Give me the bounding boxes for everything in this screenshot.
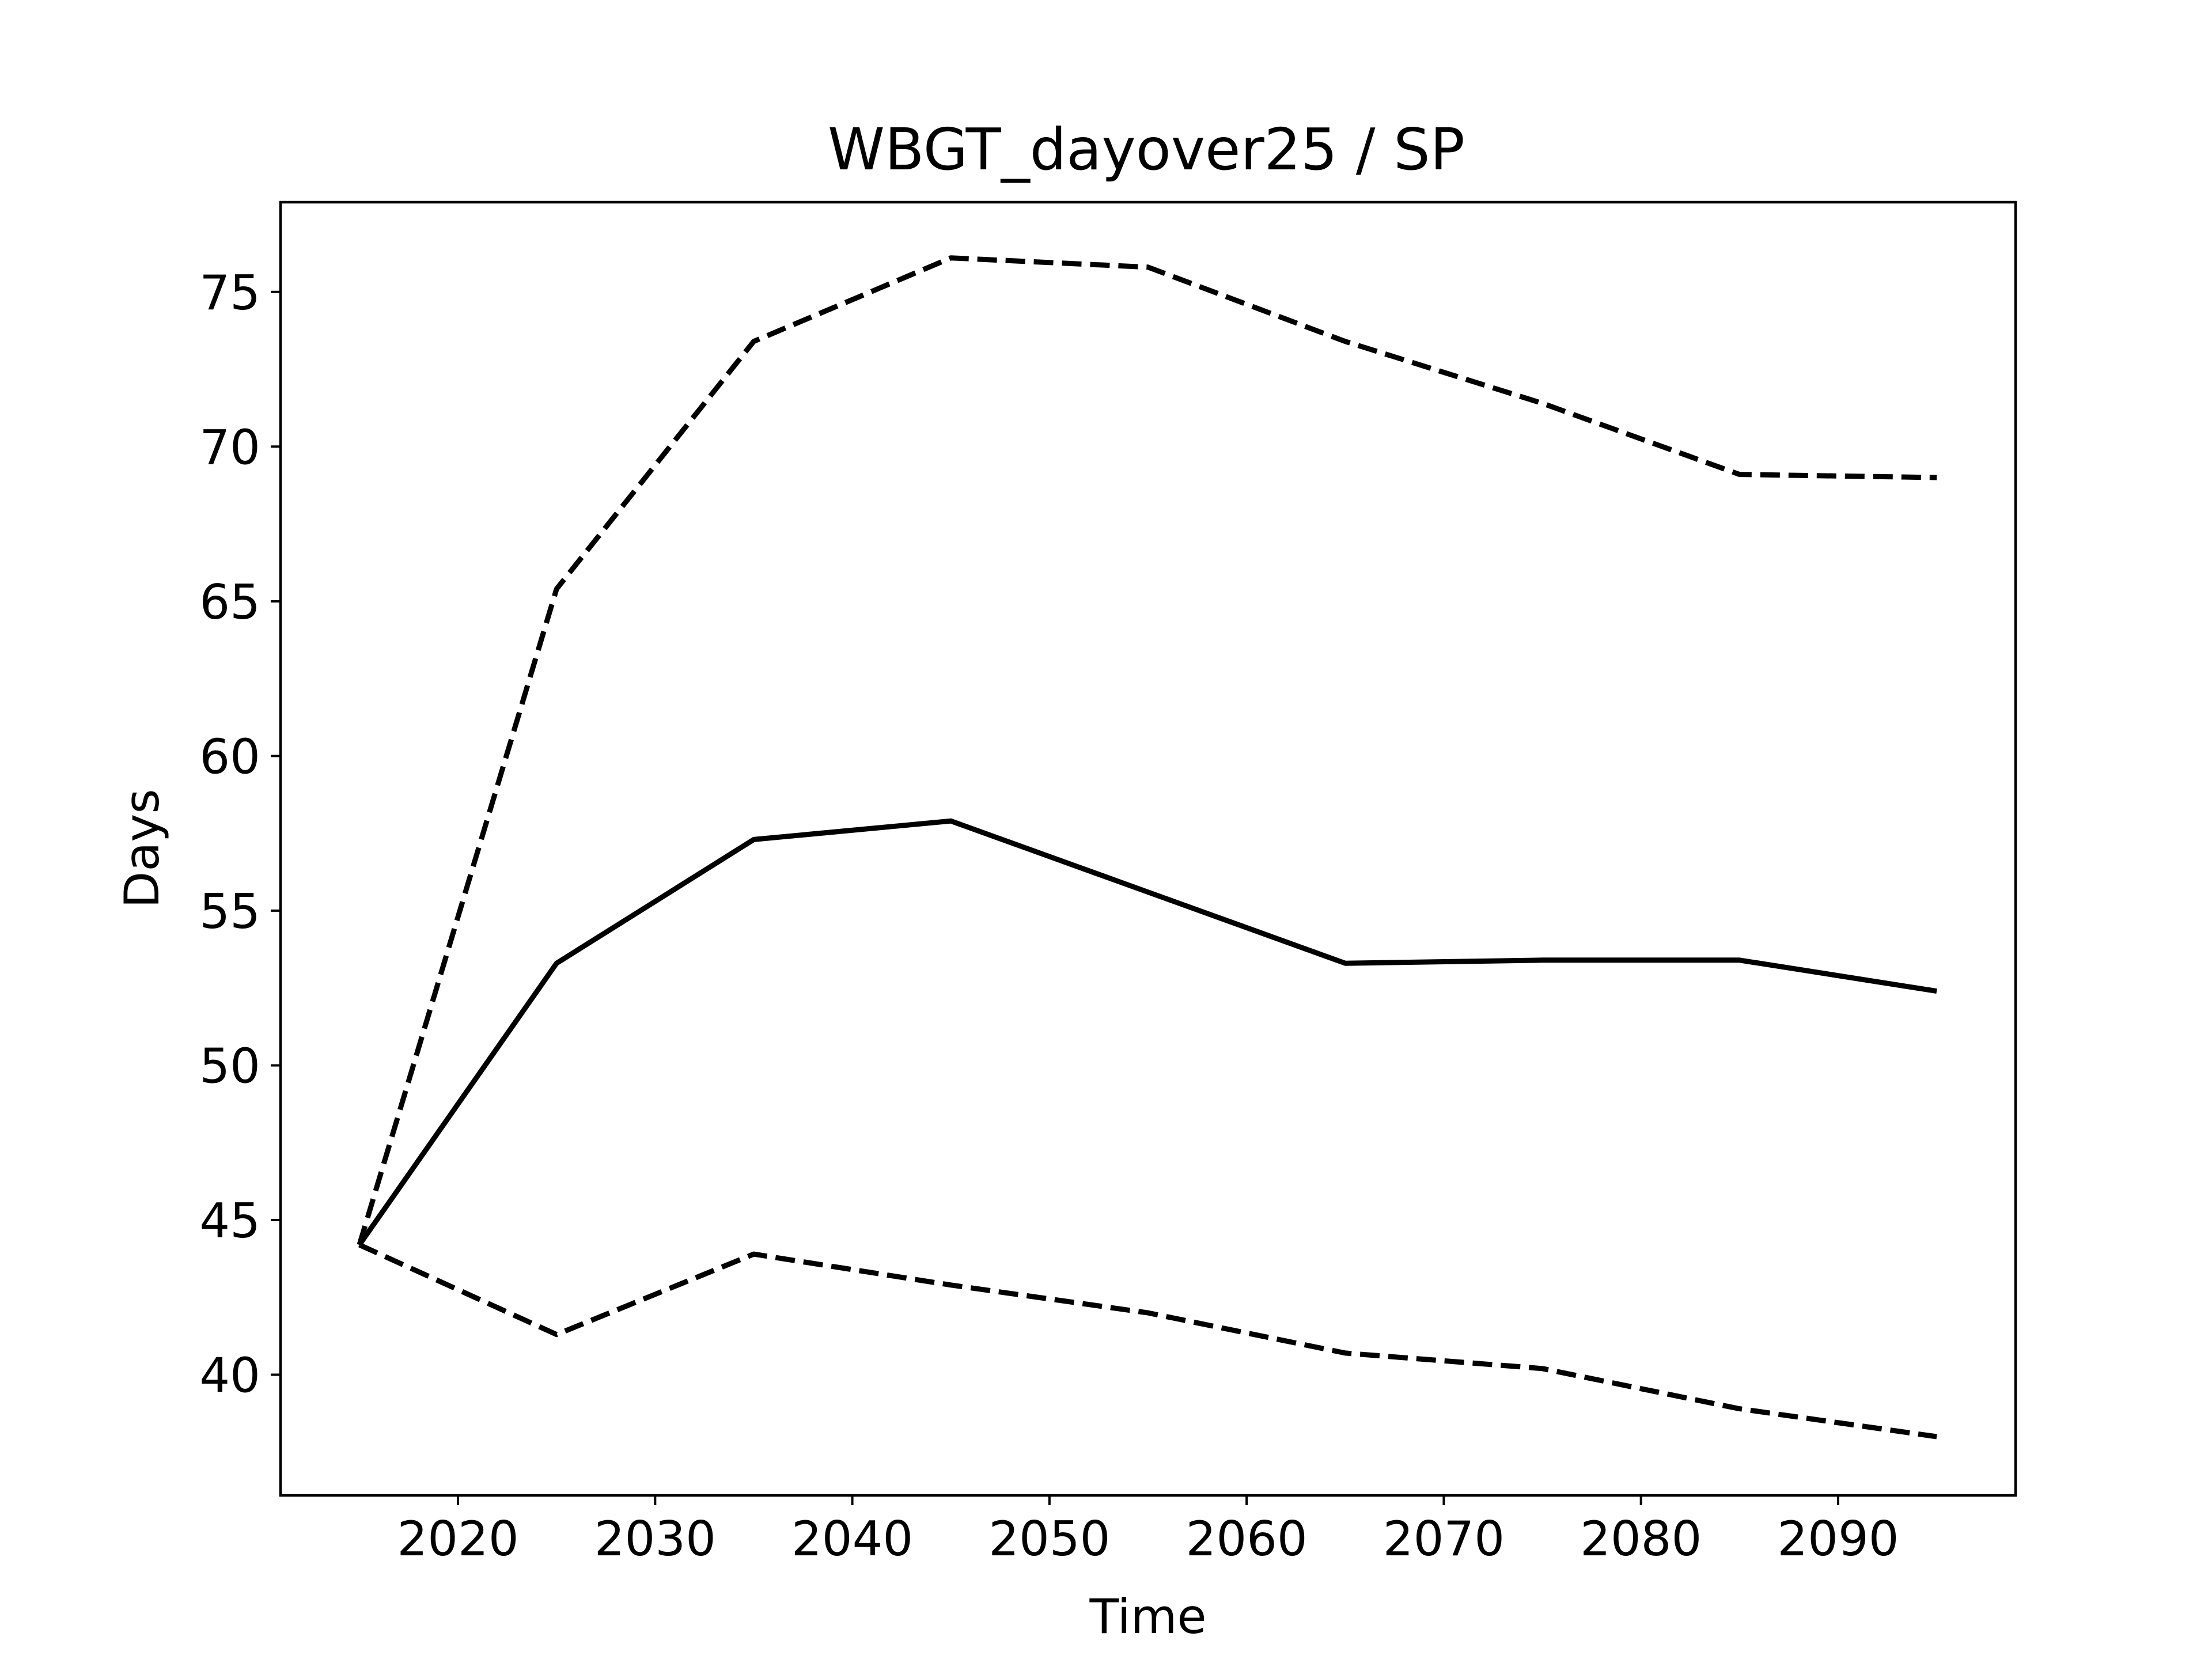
y-tick-label: 65: [199, 574, 260, 630]
x-tick-label: 2090: [1777, 1511, 1899, 1567]
y-tick-label: 60: [199, 729, 260, 785]
y-axis-label: Days: [114, 789, 170, 908]
x-axis-label: Time: [1089, 1589, 1206, 1645]
series-line-1: [357, 255, 1937, 1246]
y-tick-label: 50: [199, 1038, 260, 1094]
plot-area: [357, 255, 1937, 1440]
y-axis: 40 45 50 55 60 65 70 75: [199, 265, 281, 1404]
chart-title: WBGT_dayover25 / SP: [828, 116, 1465, 183]
x-tick-label: 2050: [988, 1511, 1110, 1567]
y-tick-label: 70: [199, 419, 260, 475]
y-tick-label: 45: [199, 1193, 260, 1249]
y-tick-label: 75: [199, 265, 260, 321]
x-tick-label: 2020: [397, 1511, 518, 1567]
x-tick-label: 2070: [1383, 1511, 1505, 1567]
plot-frame: [279, 200, 2017, 1497]
y-tick-label: 40: [199, 1348, 260, 1404]
y-tick-label: 55: [199, 884, 260, 940]
x-tick-label: 2040: [791, 1511, 913, 1567]
x-tick-label: 2030: [594, 1511, 716, 1567]
series-line-2: [357, 818, 1937, 1247]
series-line-3: [358, 1242, 1937, 1440]
x-axis: 2020 2030 2040 2050 2060 2070 2080 2090: [397, 1495, 1899, 1567]
x-tick-label: 2080: [1580, 1511, 1702, 1567]
x-tick-label: 2060: [1186, 1511, 1308, 1567]
